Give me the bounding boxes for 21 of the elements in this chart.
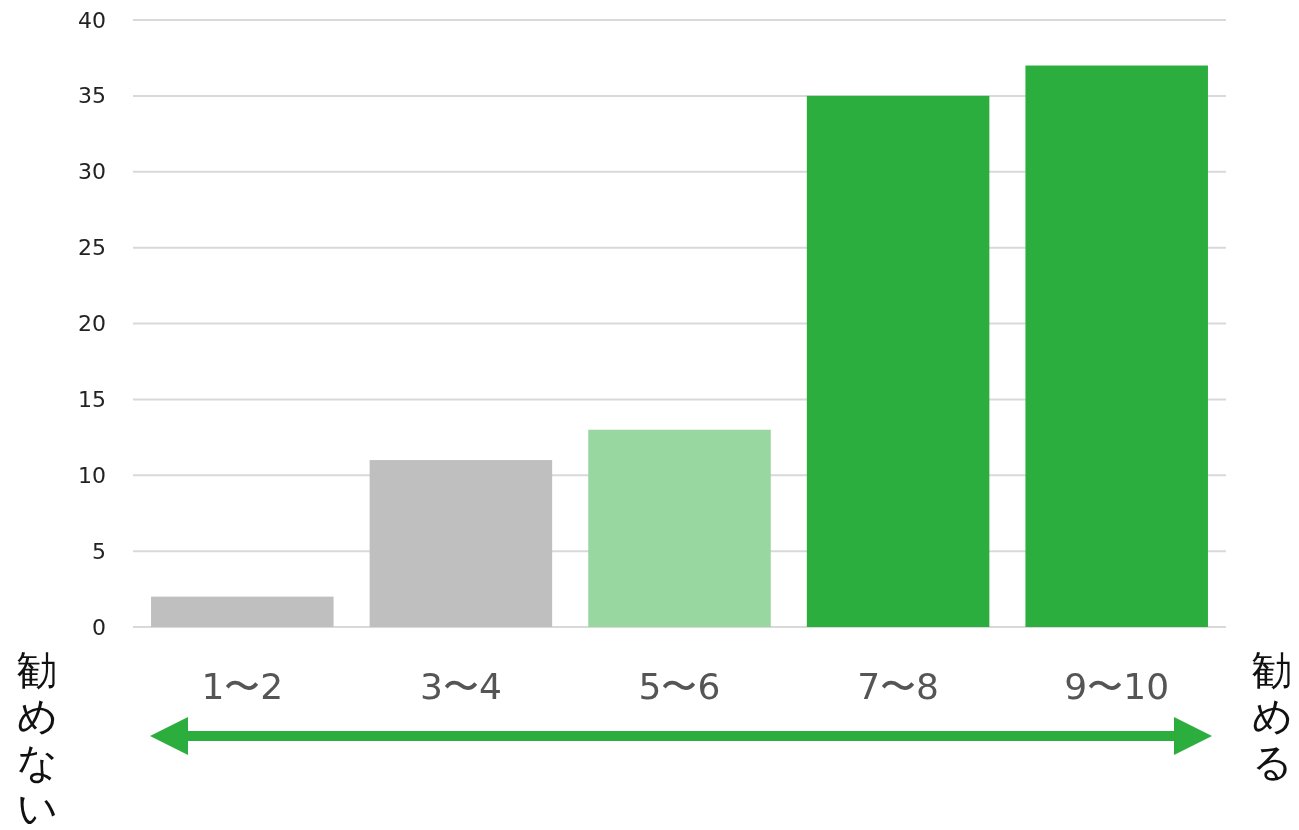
x-tick-label: 5〜6: [638, 665, 721, 707]
text: 勧めない: [16, 647, 58, 830]
y-tick-label: 40: [78, 7, 106, 33]
text: 勧める: [1251, 647, 1293, 785]
bar: [806, 95, 990, 627]
y-tick-label: 10: [78, 462, 106, 488]
bar: [369, 460, 553, 627]
x-tick-label: 3〜4: [419, 665, 502, 707]
x-tick-label: 1〜2: [201, 665, 284, 707]
y-tick-label: 20: [78, 311, 106, 336]
y-tick-label: 30: [78, 159, 106, 185]
bar: [1025, 65, 1208, 627]
y-tick-label: 35: [78, 83, 106, 109]
y-tick-label: 15: [78, 386, 106, 412]
bar: [151, 596, 334, 627]
bar: [588, 429, 771, 627]
y-tick-label: 5: [92, 538, 106, 564]
y-tick-label: 0: [92, 614, 106, 640]
x-tick-label: 9〜10: [1064, 665, 1170, 707]
y-tick-label: 25: [78, 235, 106, 261]
x-tick-label: 7〜8: [857, 665, 940, 707]
